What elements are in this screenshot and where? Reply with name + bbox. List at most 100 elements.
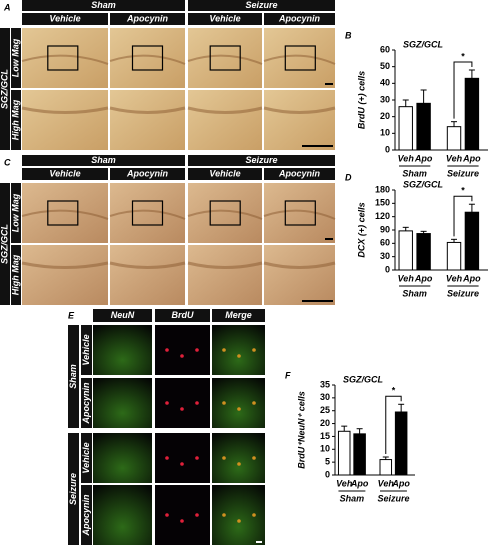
micrograph: [93, 433, 152, 483]
label-box: [68, 433, 79, 545]
label-box: [0, 28, 10, 150]
micrograph: [110, 90, 185, 150]
micrograph: [155, 433, 210, 483]
panel-letter: C: [4, 157, 11, 167]
micrograph: [212, 433, 265, 483]
zoom-box: [284, 45, 316, 71]
micrograph: [155, 378, 210, 428]
label: Vehicle: [209, 168, 240, 178]
label-box: [68, 325, 79, 428]
cell-layer: [187, 54, 263, 65]
cell-layer: [21, 54, 109, 65]
bar: [337, 430, 351, 476]
cell-layer: [263, 106, 336, 114]
bar: [398, 230, 413, 271]
y-axis-label: BrdU⁺NeuN⁺ cells: [296, 391, 306, 469]
label-box: [11, 245, 21, 305]
label: NeuN: [111, 310, 135, 320]
cell-layer: [187, 106, 263, 114]
x-tick-label: Veh: [398, 153, 415, 163]
significance-bracket: [385, 395, 402, 454]
micrograph: [155, 325, 210, 375]
group-label: Seizure: [377, 493, 409, 503]
cell-layer: [263, 261, 336, 269]
micrograph: [155, 485, 210, 545]
label-box: [110, 168, 185, 180]
cell: [165, 513, 169, 517]
label-box: [264, 13, 335, 25]
cell: [222, 348, 226, 352]
zoom-box: [209, 200, 241, 226]
label: Vehicle: [49, 13, 80, 23]
label: Vehicle: [81, 334, 91, 365]
label: Vehicle: [209, 13, 240, 23]
y-tick-label: 0: [385, 144, 390, 154]
label: High Mag: [10, 99, 20, 140]
x-tick-label: Veh: [336, 478, 353, 488]
group-label: Sham: [402, 168, 427, 178]
cell: [252, 456, 256, 460]
label-box: [188, 13, 262, 25]
label: SGZ/GCL: [0, 69, 9, 109]
label-box: [155, 309, 210, 322]
label: Seizure: [68, 473, 78, 505]
cell: [222, 513, 226, 517]
y-tick-label: 15: [320, 431, 330, 441]
label-box: [212, 309, 265, 322]
label: Apocynin: [278, 13, 321, 23]
group-label: Seizure: [447, 168, 479, 178]
label-box: [11, 90, 21, 150]
cell-layer: [21, 261, 109, 269]
y-tick-label: 25: [320, 405, 330, 415]
cell: [180, 462, 184, 466]
micrograph: [93, 378, 152, 428]
cell: [195, 513, 199, 517]
micrograph: [22, 90, 108, 150]
micrograph: [110, 245, 185, 305]
label: Apocynin: [81, 494, 91, 537]
label-box: [22, 0, 185, 11]
cell: [165, 401, 169, 405]
cell-layer: [109, 261, 186, 269]
panel-letter: F: [285, 370, 291, 380]
cell-layer: [21, 209, 109, 220]
chart-title: SGZ/GCL: [403, 39, 443, 49]
label: Merge: [225, 310, 252, 320]
y-tick-label: 60: [380, 238, 390, 248]
label-box: [22, 13, 108, 25]
cell-layer: [187, 209, 263, 220]
label-box: [188, 155, 335, 166]
annotation: *: [392, 386, 396, 396]
cell: [237, 354, 241, 358]
label-box: [0, 183, 10, 305]
label-box: [81, 433, 92, 483]
y-tick-label: 35: [320, 379, 330, 389]
y-tick-label: 20: [380, 111, 390, 121]
panel-letter: E: [68, 310, 75, 320]
cell: [180, 519, 184, 523]
zoom-box: [47, 200, 79, 226]
micrograph: [212, 378, 265, 428]
bar: [446, 126, 462, 151]
label: Seizure: [245, 155, 277, 165]
label-box: [188, 0, 335, 11]
cell: [195, 456, 199, 460]
bar: [379, 459, 393, 476]
label-box: [110, 13, 185, 25]
label: Low Mag: [10, 193, 20, 232]
label: Apocynin: [81, 382, 91, 425]
micrograph: [212, 325, 265, 375]
zoom-box: [131, 45, 164, 71]
cell: [165, 348, 169, 352]
label-box: [11, 183, 21, 243]
y-tick-label: 30: [380, 94, 390, 104]
zoom-box: [47, 45, 79, 71]
y-tick-label: 150: [375, 198, 390, 208]
micrograph: [188, 90, 262, 150]
x-tick-label: Veh: [378, 478, 395, 488]
label: Sham: [68, 364, 78, 389]
label: Apocynin: [126, 13, 169, 23]
x-tick-label: Veh: [446, 273, 463, 283]
x-tick-label: Veh: [446, 153, 463, 163]
x-tick-label: Apo: [462, 153, 481, 163]
